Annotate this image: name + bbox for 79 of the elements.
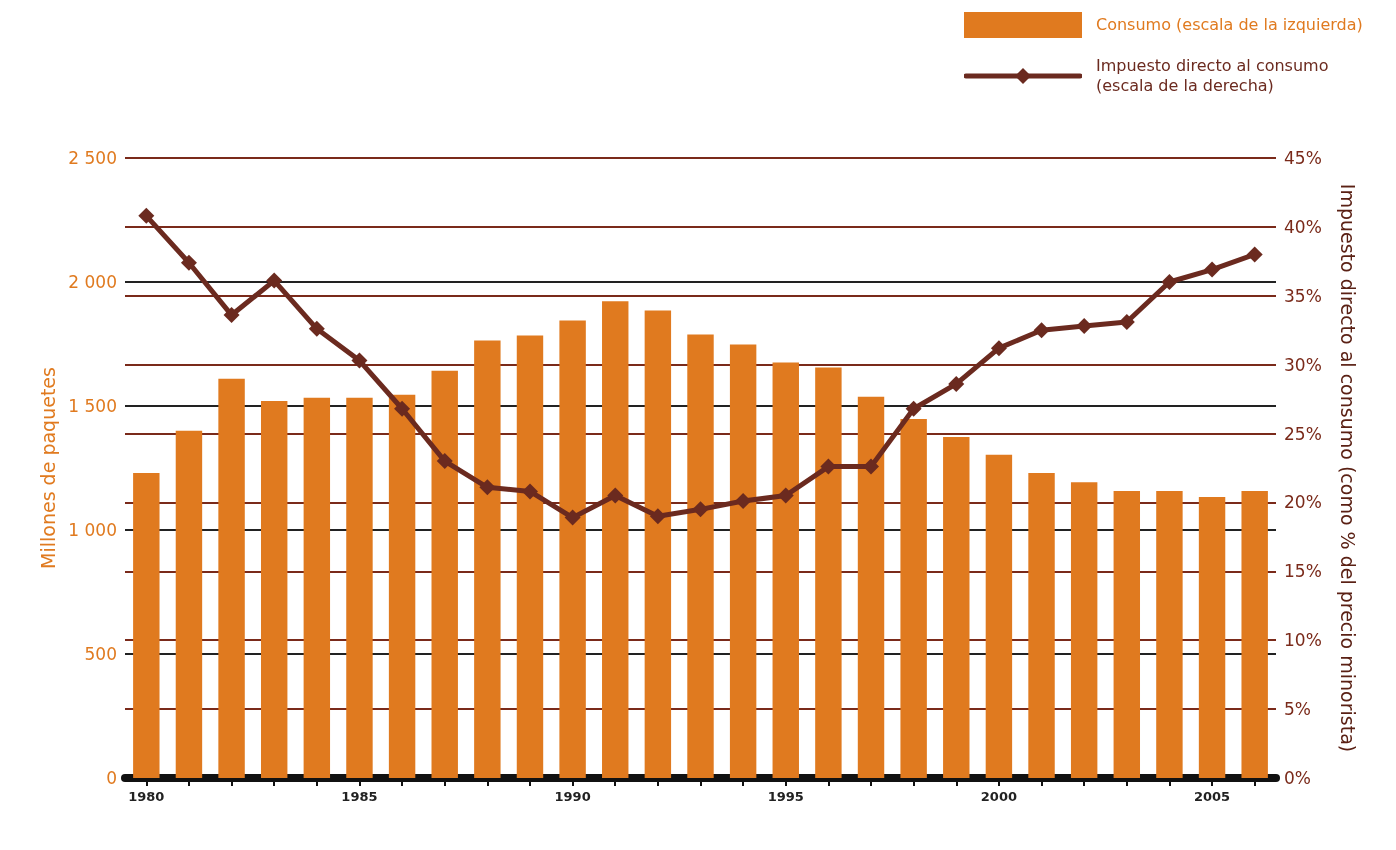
y2-tick-label: 25% [1284,423,1322,444]
y-axis-title: Millones de paquetes [36,367,59,569]
point [735,493,752,510]
point [223,307,240,324]
bar [1198,497,1226,778]
point [649,508,666,525]
bar [602,301,629,778]
point [479,479,496,496]
y2-tick-label: 15% [1284,561,1322,582]
x-tick-label: 1995 [767,789,804,804]
bar [900,418,927,778]
bar [772,362,799,778]
y-tick-label: 2 000 [68,272,117,292]
bar [644,310,672,778]
point [863,458,880,475]
bar [1156,491,1183,778]
point [692,501,709,518]
y2-tick-label: 30% [1284,354,1322,375]
point [180,254,197,271]
point [1246,246,1263,263]
bar [175,430,203,778]
bar [857,396,885,778]
bar [1070,482,1098,778]
point [521,483,538,500]
bar [729,344,757,778]
bar [346,397,373,778]
bar [687,334,714,778]
bar [1028,472,1055,778]
y2-axis-title: Impuesto directo al consumo (como % del precio minorista) [1336,183,1359,753]
bar [559,320,586,778]
point [351,352,368,369]
y-tick-label: 1 500 [68,396,117,416]
point [308,320,325,337]
y2-tick-label: 5% [1284,699,1311,720]
x-tick-label: 1980 [128,789,165,804]
bar [388,394,416,778]
point [990,340,1007,357]
point [138,207,155,224]
x-tick-label: 1990 [554,789,591,804]
y2-tick-label: 0% [1284,768,1311,788]
x-tick-label: 1985 [341,789,378,804]
bar [303,397,331,778]
x-tick-label: 2005 [1193,789,1231,804]
text: Impuesto directo al consumo (escala de la derecha) [1096,56,1330,96]
y-tick-label: 500 [84,644,117,664]
bar [943,437,970,778]
bar [1113,491,1141,778]
point [905,400,922,417]
point [777,487,794,504]
bar [218,378,245,778]
y2-tick-label: 35% [1284,285,1322,306]
x-tick-label: 2000 [980,789,1017,804]
point [266,272,283,289]
bar [815,367,842,778]
y-tick-label: 1 000 [68,520,117,540]
point [436,453,453,470]
bar [516,335,544,778]
y2-tick-label: 20% [1284,492,1322,513]
bar [133,472,160,778]
bar [985,454,1013,778]
bar [431,370,458,778]
point [1161,274,1178,290]
y2-tick-label: 40% [1284,216,1322,237]
point [1076,318,1093,335]
y2-tick-label: 10% [1284,630,1322,651]
bar [260,401,288,778]
point [607,487,624,504]
bar [1241,491,1268,778]
point [564,509,581,526]
point [1033,322,1050,339]
point [948,375,965,392]
bar [474,340,501,778]
y-tick-label: 2 500 [68,148,117,168]
point [1204,261,1221,278]
text: Consumo (escala de la izquierda) [1096,15,1363,35]
point [394,400,411,417]
point [1118,313,1135,330]
y2-tick-label: 45% [1284,148,1322,168]
y-tick-label: 0 [106,768,117,788]
